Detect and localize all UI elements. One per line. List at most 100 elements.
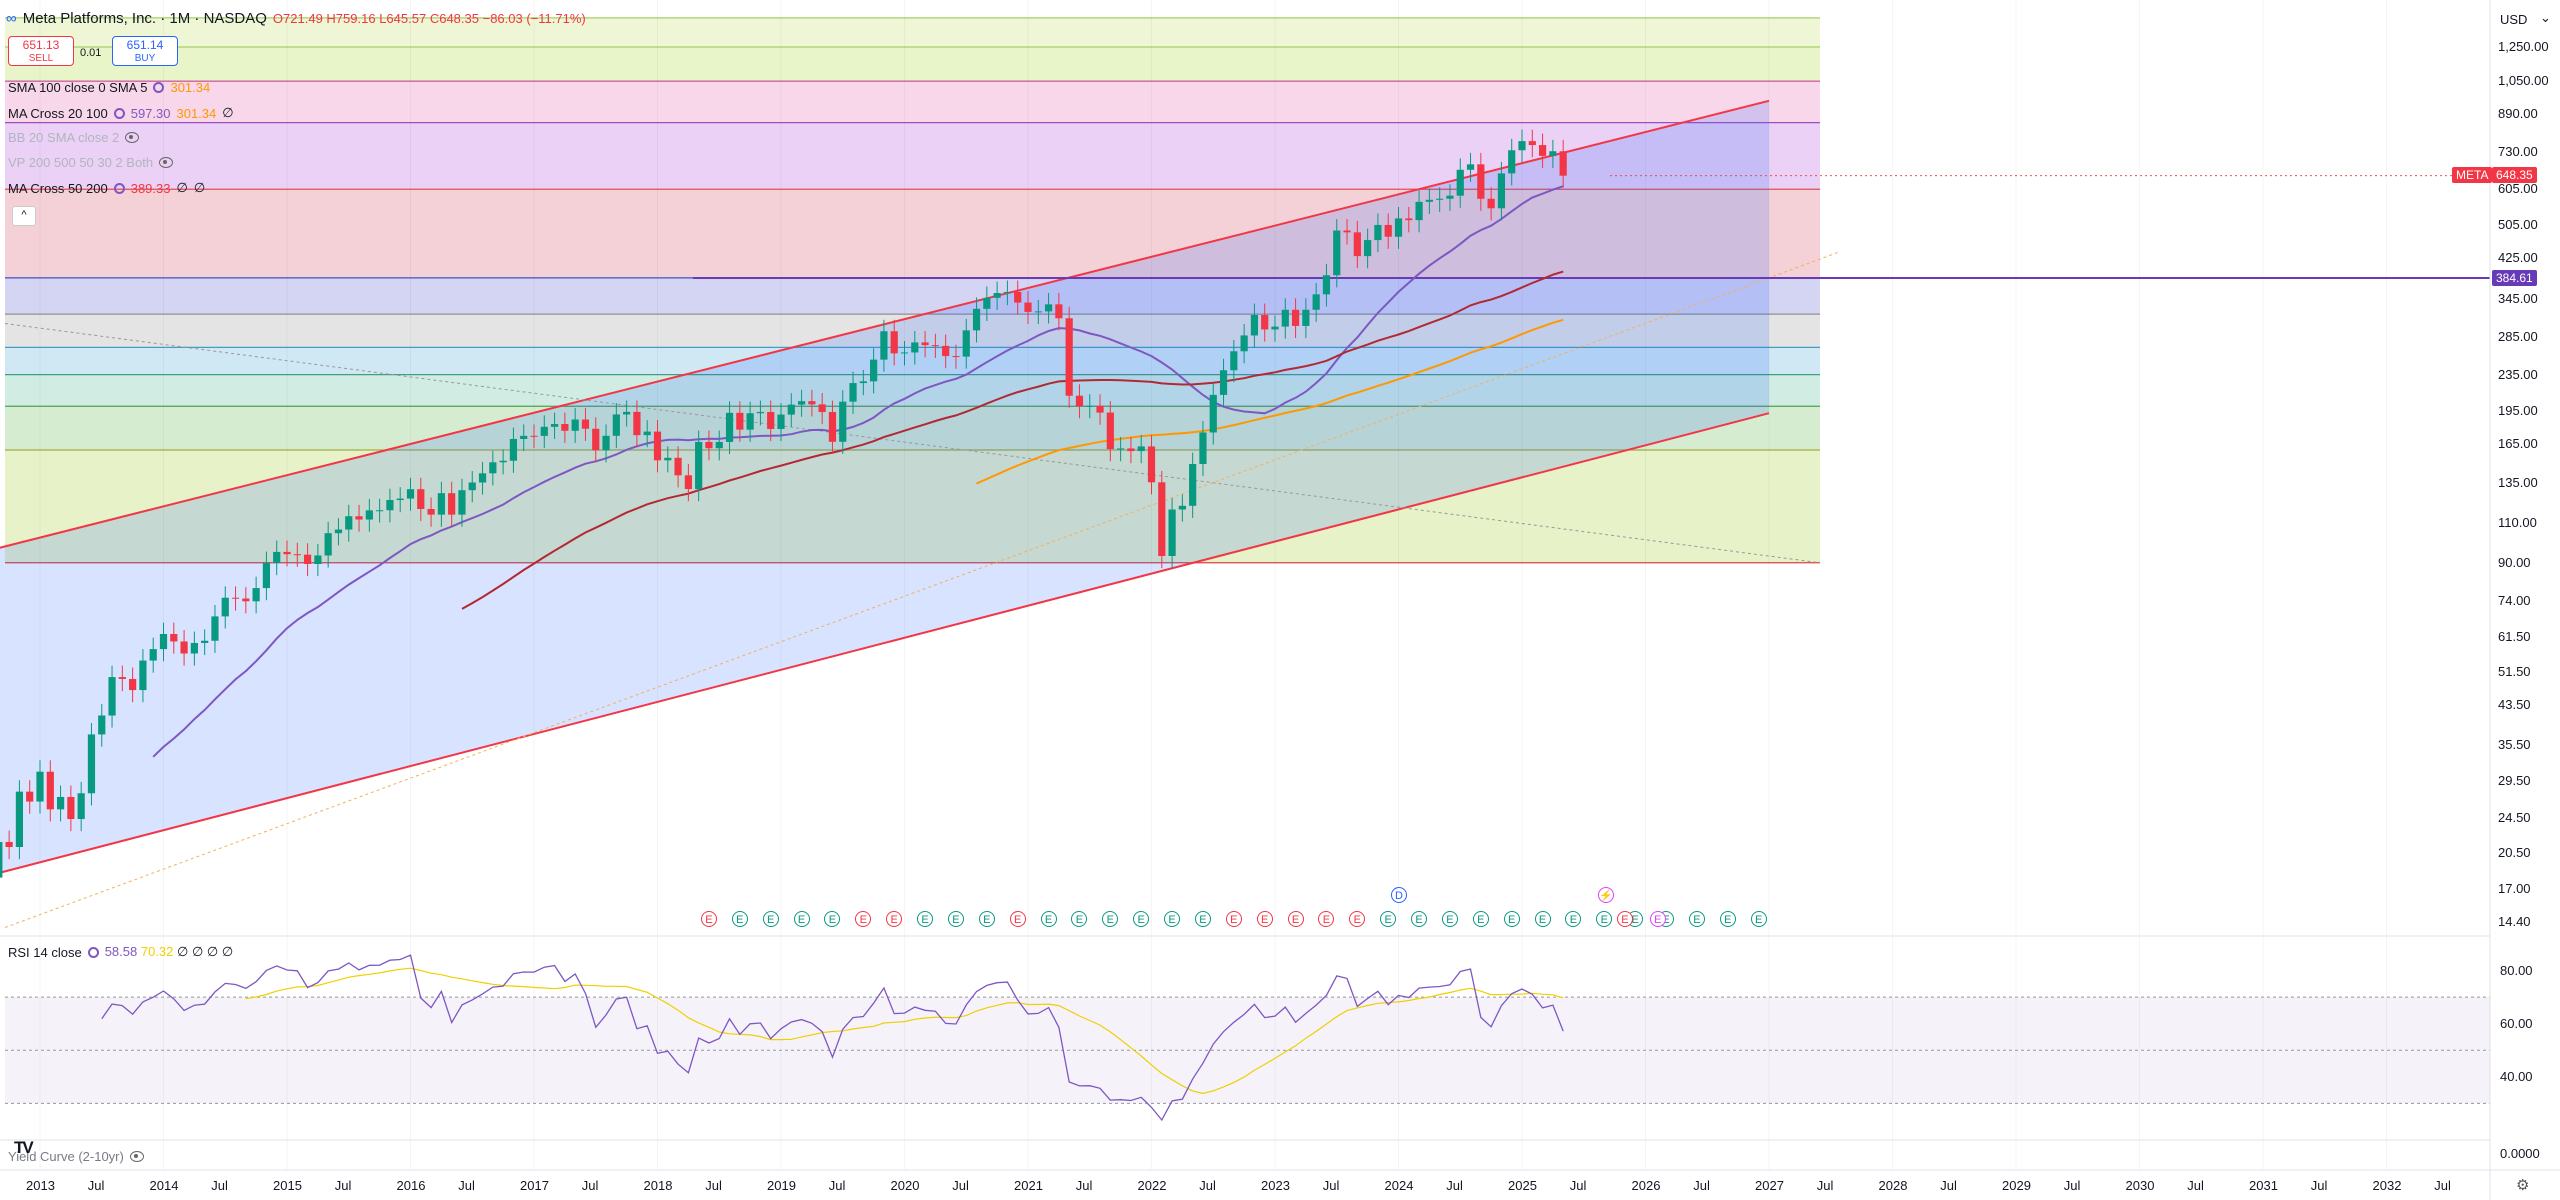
buy-button[interactable]: 651.14 BUY xyxy=(112,36,178,66)
earnings-marker[interactable]: E xyxy=(824,911,841,927)
earnings-marker[interactable]: E xyxy=(1225,911,1242,927)
earnings-marker[interactable]: E xyxy=(1441,911,1458,927)
indicator-legend-row[interactable]: SMA 100 close 0 SMA 5 301.34 xyxy=(8,80,210,95)
earnings-marker[interactable]: E xyxy=(1719,911,1736,927)
candle-body xyxy=(293,554,301,556)
earnings-marker[interactable]: E xyxy=(1194,911,1211,927)
time-tick-label: 2028 xyxy=(1878,1178,1908,1193)
currency-label[interactable]: USD xyxy=(2500,12,2528,27)
rsi-value: ∅ xyxy=(177,944,192,959)
earnings-marker[interactable]: E xyxy=(1040,911,1057,927)
dividend-marker[interactable]: D xyxy=(1391,887,1407,903)
earnings-marker[interactable]: E xyxy=(731,911,748,927)
rsi-value: ∅ xyxy=(221,944,234,959)
channel-upper-line xyxy=(0,99,1770,549)
earnings-marker[interactable]: E xyxy=(1164,911,1181,927)
chevron-up-icon[interactable]: ^ xyxy=(12,206,36,226)
indicator-legend-row[interactable]: BB 20 SMA close 2 xyxy=(8,130,140,145)
symbol-title[interactable]: Meta Platforms, Inc. · 1M · NASDAQ xyxy=(22,10,267,27)
candle-body xyxy=(77,793,85,820)
earnings-marker[interactable]: E xyxy=(1349,911,1366,927)
earnings-marker[interactable]: E xyxy=(1133,911,1150,927)
indicator-legend-row[interactable]: MA Cross 20 100 597.30 301.34 ∅ xyxy=(8,105,234,121)
earnings-marker[interactable]: E xyxy=(1071,911,1088,927)
earnings-marker[interactable]: E xyxy=(1596,911,1613,927)
last-price-tag: 648.35 xyxy=(2492,167,2537,183)
candle-body xyxy=(108,677,116,716)
earnings-marker[interactable]: E xyxy=(1256,911,1273,927)
earnings-marker[interactable]: E xyxy=(1287,911,1304,927)
chevron-down-icon[interactable]: ⌄ xyxy=(2540,10,2551,25)
yield-legend[interactable]: Yield Curve (2-10yr) xyxy=(8,1149,144,1164)
indicator-legend-row[interactable]: MA Cross 50 200 389.33 ∅ ∅ xyxy=(8,180,205,196)
gear-icon[interactable] xyxy=(113,182,125,194)
time-tick-label: 2019 xyxy=(767,1178,796,1193)
indicator-value: ∅ xyxy=(222,105,234,120)
time-tick-label: Jul xyxy=(1569,1178,1587,1193)
symbol-header[interactable]: ∞ Meta Platforms, Inc. · 1M · NASDAQ O72… xyxy=(6,10,586,27)
candle-body xyxy=(643,431,651,436)
earnings-marker[interactable]: E xyxy=(1503,911,1520,927)
indicator-value: ∅ xyxy=(193,180,206,195)
gear-icon[interactable] xyxy=(87,946,99,958)
earnings-marker[interactable]: E xyxy=(1009,911,1026,927)
candle-body xyxy=(561,424,569,431)
candle-body xyxy=(386,500,394,511)
earnings-marker[interactable]: E xyxy=(1318,911,1335,927)
earnings-marker[interactable]: E xyxy=(978,911,995,927)
candle-body xyxy=(592,428,600,451)
candle-body xyxy=(530,435,538,437)
earnings-marker[interactable]: E xyxy=(917,911,934,927)
earnings-marker[interactable]: E xyxy=(1565,911,1582,927)
gear-icon[interactable] xyxy=(113,107,125,119)
gear-icon[interactable] xyxy=(153,82,165,93)
earnings-marker[interactable]: E xyxy=(1102,911,1119,927)
earnings-marker[interactable]: E xyxy=(947,911,964,927)
earnings-marker[interactable]: E xyxy=(1750,911,1767,927)
candle-body xyxy=(695,441,703,490)
earnings-marker[interactable]: E xyxy=(1688,911,1705,927)
candle-body xyxy=(1302,309,1310,326)
earnings-marker[interactable]: E xyxy=(886,911,903,927)
candle-body xyxy=(787,404,795,415)
candle-body xyxy=(1436,198,1444,200)
earnings-marker[interactable]: E xyxy=(1411,911,1428,927)
candle-body xyxy=(1394,218,1403,237)
candle-body xyxy=(1559,151,1567,176)
candle-body xyxy=(962,330,970,357)
earnings-marker[interactable]: E xyxy=(855,911,872,927)
indicator-value: 389.33 xyxy=(130,180,171,196)
gear-icon[interactable]: ⚙ xyxy=(2516,1177,2530,1194)
candle-body xyxy=(664,457,672,461)
candle-body xyxy=(1137,446,1145,452)
candle-body xyxy=(1065,318,1073,396)
earnings-marker[interactable]: E xyxy=(1649,911,1666,927)
sell-button[interactable]: 651.13 SELL xyxy=(8,36,74,66)
candle-body xyxy=(427,508,435,515)
indicator-legend-row[interactable]: VP 200 500 50 30 2 Both xyxy=(8,155,174,170)
candle-body xyxy=(1384,224,1392,237)
split-icon[interactable]: ⚡ xyxy=(1598,887,1614,903)
candle-body xyxy=(221,597,229,617)
earnings-marker[interactable]: E xyxy=(793,911,810,927)
rsi-legend[interactable]: RSI 14 close 58.58 70.32 ∅ ∅ ∅ ∅ xyxy=(8,944,233,960)
candle-body xyxy=(1086,405,1094,407)
candle-body xyxy=(26,791,34,802)
candle-body xyxy=(1240,335,1248,352)
eye-icon[interactable] xyxy=(125,132,140,143)
time-tick-label: Jul xyxy=(581,1178,599,1193)
eye-icon[interactable] xyxy=(159,157,174,168)
candle-body xyxy=(365,510,373,520)
candle-body xyxy=(1034,311,1042,313)
earnings-marker[interactable]: E xyxy=(762,911,779,927)
earnings-marker[interactable]: E xyxy=(1534,911,1551,927)
earnings-marker[interactable]: E xyxy=(1472,911,1489,927)
time-tick-label: 2025 xyxy=(1508,1178,1537,1193)
earnings-marker[interactable]: E xyxy=(1380,911,1397,927)
eye-icon[interactable] xyxy=(129,1151,144,1162)
candle-body xyxy=(808,401,816,405)
earnings-marker[interactable]: E xyxy=(700,911,717,927)
earnings-marker[interactable]: E xyxy=(1616,911,1633,927)
close-value: C648.35 xyxy=(429,11,479,26)
